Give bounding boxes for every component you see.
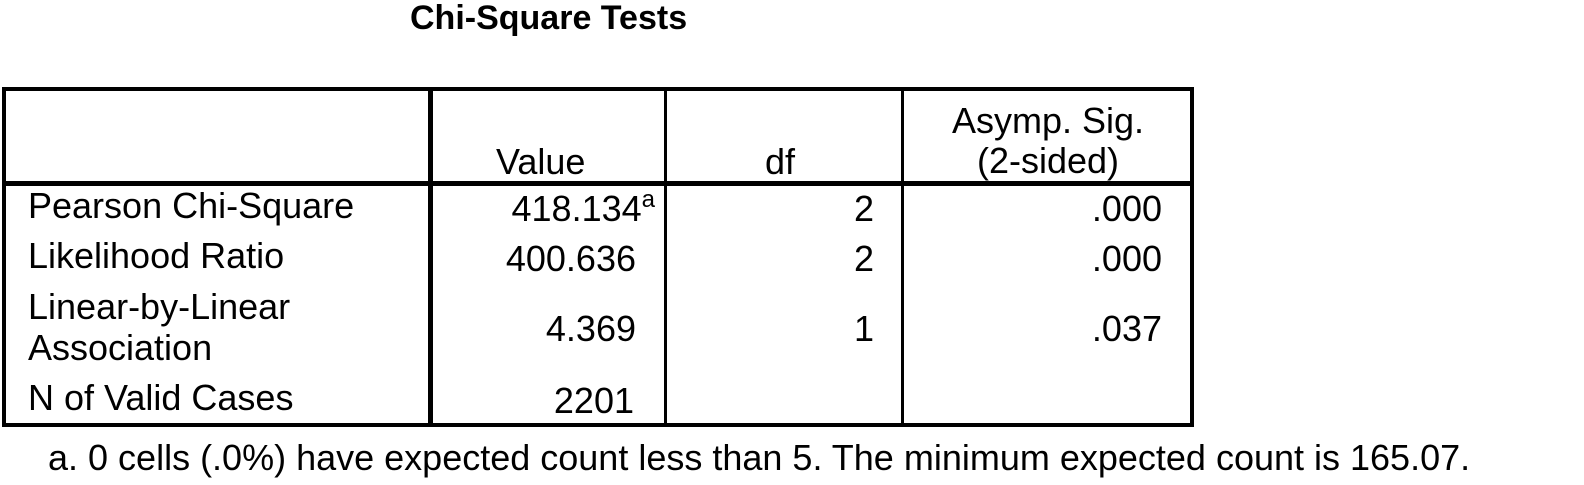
cell-sig-pearson: .000 (1091, 188, 1162, 229)
cell-value-pearson: 418.134a (440, 188, 656, 229)
table-footnote: a. 0 cells (.0%) have expected count les… (48, 437, 1471, 478)
cell-df-linear: 1 (853, 308, 874, 349)
cell-sig-likelihood: .000 (1091, 238, 1162, 279)
row-label-valid-cases: N of Valid Cases (28, 377, 294, 418)
table-title: Chi-Square Tests (410, 0, 688, 37)
value-text: 418.134 (511, 188, 642, 229)
cell-value-valid-cases: 2201 (553, 380, 634, 421)
cell-value-linear: 4.369 (545, 308, 636, 349)
column-header-df: df (765, 141, 796, 182)
column-header-sig-line1: Asymp. Sig. (951, 100, 1145, 141)
row-label-linear-line1: Linear-by-Linear (28, 286, 291, 327)
cell-df-pearson: 2 (853, 188, 874, 229)
cell-df-likelihood: 2 (853, 238, 874, 279)
column-header-value: Value (496, 141, 586, 182)
footnote-marker: a (641, 186, 655, 213)
value-df-divider (664, 87, 667, 427)
cell-sig-linear: .037 (1091, 308, 1162, 349)
column-header-sig-line2: (2-sided) (976, 140, 1120, 181)
row-label-likelihood: Likelihood Ratio (28, 235, 285, 276)
row-label-divider (428, 87, 433, 427)
chi-square-table (2, 87, 1194, 427)
df-sig-divider (901, 87, 904, 427)
row-label-pearson: Pearson Chi-Square (28, 185, 355, 226)
header-divider (2, 181, 1194, 186)
cell-value-likelihood: 400.636 (505, 238, 636, 279)
row-label-linear-line2: Association (28, 327, 213, 368)
